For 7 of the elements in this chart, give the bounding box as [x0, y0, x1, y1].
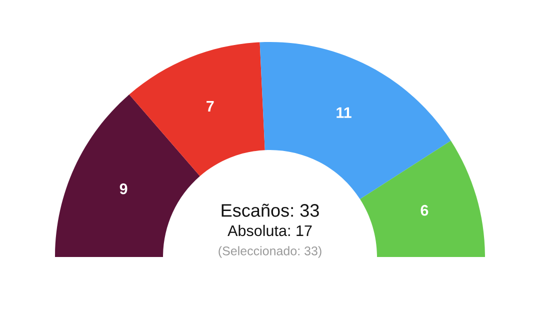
text: Escaños: 33 [222, 204, 319, 217]
data-label: 9 [120, 183, 128, 194]
text: (Seleccionado: 33) [218, 246, 322, 258]
data-label: 11 [336, 107, 352, 118]
text: Absoluta: 17 [228, 224, 312, 236]
data-label: 6 [420, 204, 428, 216]
data-label: 7 [206, 100, 214, 112]
